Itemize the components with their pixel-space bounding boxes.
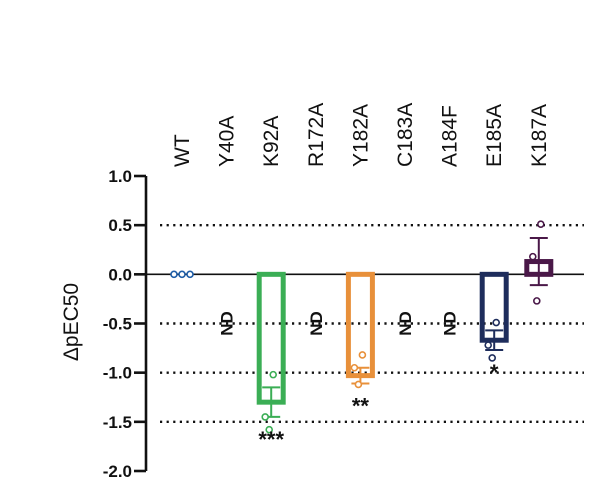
data-point [358,351,367,359]
y-tick-label: -2.0 [103,462,132,481]
data-point [170,270,178,279]
category-label: A184F [439,105,462,167]
category-labels: WT Y40A K92A R172A Y182A C183A A184F E185A K187A [171,103,551,167]
category-label: K187A [528,104,551,167]
annotations: ND *** ND ** ND ND * [218,311,499,452]
significance-label: *** [258,427,284,452]
not-determined-label: ND [218,311,237,336]
y-axis: 1.0 0.5 0.0 -0.5 -1.0 -1.5 -2.0 [103,167,584,481]
data-point [186,270,194,279]
not-determined-label: ND [396,311,415,336]
significance-label: * [490,360,499,385]
category-label: WT [171,134,194,167]
data-point [484,341,493,349]
category-label: Y182A [349,104,372,167]
y-tick-label: 1.0 [108,167,132,186]
not-determined-label: ND [441,311,460,336]
not-determined-label: ND [307,311,326,336]
category-label: C183A [394,103,417,167]
data-point [269,370,278,379]
data-point [354,380,363,389]
category-label: E185A [483,104,506,167]
y-tick-label: 0.5 [108,216,132,235]
data-point [178,270,186,279]
y-tick-label: -0.5 [103,315,132,334]
y-tick-label: -1.5 [103,413,132,432]
y-tick-label: 0.0 [108,265,132,284]
significance-label: ** [352,393,370,418]
category-label: R172A [305,103,328,167]
bar [256,271,286,405]
data-point [350,363,359,372]
bar [345,271,375,379]
y-axis-label: ΔpEC50 [60,283,83,361]
category-label: Y40A [216,116,239,167]
data-point [265,425,274,434]
data-point [536,220,545,228]
data-point [492,318,501,327]
data-point [488,354,497,362]
data-point [532,297,541,305]
bars [170,220,554,434]
category-label: K92A [260,116,283,167]
data-point [261,413,270,421]
data-point [528,252,537,261]
y-tick-label: -1.0 [103,364,132,383]
